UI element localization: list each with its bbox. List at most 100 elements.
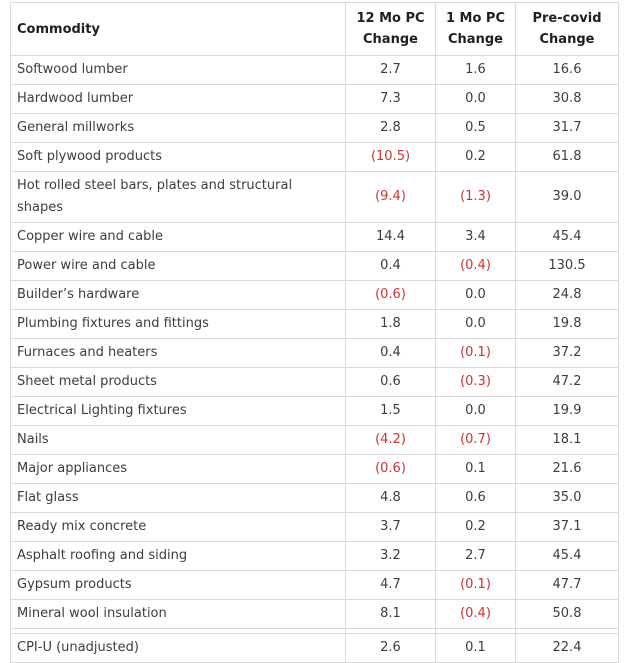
12mo-change-cell: 8.1 xyxy=(345,599,436,629)
1mo-change-cell: 0.6 xyxy=(435,483,516,513)
precovid-change-cell: 39.0 xyxy=(515,171,619,223)
commodity-cell: Plumbing fixtures and fittings xyxy=(10,309,346,339)
precovid-change-cell: 45.4 xyxy=(515,222,619,252)
1mo-change-cell: 2.7 xyxy=(435,541,516,571)
header-row: Commodity 12 Mo PC Change 1 Mo PC Change… xyxy=(10,2,619,56)
table-body: Softwood lumber 2.7 1.6 16.6 Hardwood lu… xyxy=(10,55,619,663)
table-row: Softwood lumber 2.7 1.6 16.6 xyxy=(10,55,619,85)
12mo-change-cell: (9.4) xyxy=(345,171,436,223)
precovid-change-cell: 30.8 xyxy=(515,84,619,114)
precovid-change-cell: 18.1 xyxy=(515,425,619,455)
1mo-change-cell: (0.4) xyxy=(435,251,516,281)
1mo-change-cell: 0.0 xyxy=(435,280,516,310)
1mo-change-cell: (0.1) xyxy=(435,338,516,368)
12mo-change-cell: 1.8 xyxy=(345,309,436,339)
table-row: Builder’s hardware (0.6) 0.0 24.8 xyxy=(10,280,619,310)
precovid-change-cell: 61.8 xyxy=(515,142,619,172)
12mo-change-cell: 2.7 xyxy=(345,55,436,85)
commodity-cell: CPI-U (unadjusted) xyxy=(10,633,346,663)
table-row: Copper wire and cable 14.4 3.4 45.4 xyxy=(10,222,619,252)
commodity-cell: Power wire and cable xyxy=(10,251,346,281)
precovid-change-cell: 37.2 xyxy=(515,338,619,368)
commodity-cell: Furnaces and heaters xyxy=(10,338,346,368)
1mo-change-cell: 1.6 xyxy=(435,55,516,85)
commodity-cell: Asphalt roofing and siding xyxy=(10,541,346,571)
commodity-cell: Hardwood lumber xyxy=(10,84,346,114)
12mo-change-cell: 7.3 xyxy=(345,84,436,114)
1mo-change-cell: (1.3) xyxy=(435,171,516,223)
summary-row: CPI-U (unadjusted) 2.6 0.1 22.4 xyxy=(10,633,619,663)
precovid-change-cell: 47.2 xyxy=(515,367,619,397)
commodity-cell: Softwood lumber xyxy=(10,55,346,85)
12mo-change-cell: 1.5 xyxy=(345,396,436,426)
12mo-change-cell: 2.8 xyxy=(345,113,436,143)
1mo-change-cell: 0.0 xyxy=(435,309,516,339)
precovid-change-cell: 21.6 xyxy=(515,454,619,484)
commodity-cell: Sheet metal products xyxy=(10,367,346,397)
precovid-change-cell: 19.8 xyxy=(515,309,619,339)
table-row: Gypsum products 4.7 (0.1) 47.7 xyxy=(10,570,619,600)
12mo-change-cell: (4.2) xyxy=(345,425,436,455)
12mo-change-cell: 2.6 xyxy=(345,633,436,663)
table-row: Flat glass 4.8 0.6 35.0 xyxy=(10,483,619,513)
precovid-change-cell: 19.9 xyxy=(515,396,619,426)
1mo-change-cell: (0.4) xyxy=(435,599,516,629)
1mo-change-cell: 0.1 xyxy=(435,633,516,663)
table-row: Nails (4.2) (0.7) 18.1 xyxy=(10,425,619,455)
commodity-price-table-wrap: Commodity 12 Mo PC Change 1 Mo PC Change… xyxy=(10,2,619,663)
12mo-change-cell: 4.7 xyxy=(345,570,436,600)
commodity-cell: Copper wire and cable xyxy=(10,222,346,252)
12mo-change-cell: 0.4 xyxy=(345,251,436,281)
1mo-change-cell: 0.2 xyxy=(435,142,516,172)
table-row: Sheet metal products 0.6 (0.3) 47.2 xyxy=(10,367,619,397)
table-row: Ready mix concrete 3.7 0.2 37.1 xyxy=(10,512,619,542)
table-row: Hot rolled steel bars, plates and struct… xyxy=(10,171,619,223)
12mo-change-cell: 0.4 xyxy=(345,338,436,368)
commodity-cell: Flat glass xyxy=(10,483,346,513)
1mo-change-cell: (0.7) xyxy=(435,425,516,455)
header-commodity: Commodity xyxy=(10,2,346,56)
1mo-change-cell: 0.0 xyxy=(435,396,516,426)
12mo-change-cell: 0.6 xyxy=(345,367,436,397)
table-row: Plumbing fixtures and fittings 1.8 0.0 1… xyxy=(10,309,619,339)
1mo-change-cell: (0.1) xyxy=(435,570,516,600)
commodity-cell: Gypsum products xyxy=(10,570,346,600)
commodity-cell: Electrical Lighting fixtures xyxy=(10,396,346,426)
commodity-cell: Builder’s hardware xyxy=(10,280,346,310)
commodity-cell: Major appliances xyxy=(10,454,346,484)
table-row: Hardwood lumber 7.3 0.0 30.8 xyxy=(10,84,619,114)
precovid-change-cell: 16.6 xyxy=(515,55,619,85)
table-row: Electrical Lighting fixtures 1.5 0.0 19.… xyxy=(10,396,619,426)
12mo-change-cell: 3.2 xyxy=(345,541,436,571)
commodity-cell: Hot rolled steel bars, plates and struct… xyxy=(10,171,346,223)
commodity-cell: Soft plywood products xyxy=(10,142,346,172)
precovid-change-cell: 47.7 xyxy=(515,570,619,600)
header-precovid-change: Pre-covid Change xyxy=(515,2,619,56)
12mo-change-cell: (0.6) xyxy=(345,454,436,484)
commodity-cell: Ready mix concrete xyxy=(10,512,346,542)
12mo-change-cell: (10.5) xyxy=(345,142,436,172)
12mo-change-cell: (0.6) xyxy=(345,280,436,310)
12mo-change-cell: 14.4 xyxy=(345,222,436,252)
table-row: Power wire and cable 0.4 (0.4) 130.5 xyxy=(10,251,619,281)
1mo-change-cell: 0.2 xyxy=(435,512,516,542)
header-1mo-change: 1 Mo PC Change xyxy=(435,2,516,56)
header-12mo-change: 12 Mo PC Change xyxy=(345,2,436,56)
commodity-cell: Nails xyxy=(10,425,346,455)
table-row: Furnaces and heaters 0.4 (0.1) 37.2 xyxy=(10,338,619,368)
commodity-cell: General millworks xyxy=(10,113,346,143)
precovid-change-cell: 50.8 xyxy=(515,599,619,629)
table-row: General millworks 2.8 0.5 31.7 xyxy=(10,113,619,143)
commodity-cell: Mineral wool insulation xyxy=(10,599,346,629)
1mo-change-cell: 0.0 xyxy=(435,84,516,114)
1mo-change-cell: 3.4 xyxy=(435,222,516,252)
table-row: Major appliances (0.6) 0.1 21.6 xyxy=(10,454,619,484)
precovid-change-cell: 45.4 xyxy=(515,541,619,571)
precovid-change-cell: 130.5 xyxy=(515,251,619,281)
table-row: Soft plywood products (10.5) 0.2 61.8 xyxy=(10,142,619,172)
12mo-change-cell: 3.7 xyxy=(345,512,436,542)
precovid-change-cell: 31.7 xyxy=(515,113,619,143)
table-row: Asphalt roofing and siding 3.2 2.7 45.4 xyxy=(10,541,619,571)
12mo-change-cell: 4.8 xyxy=(345,483,436,513)
1mo-change-cell: 0.1 xyxy=(435,454,516,484)
